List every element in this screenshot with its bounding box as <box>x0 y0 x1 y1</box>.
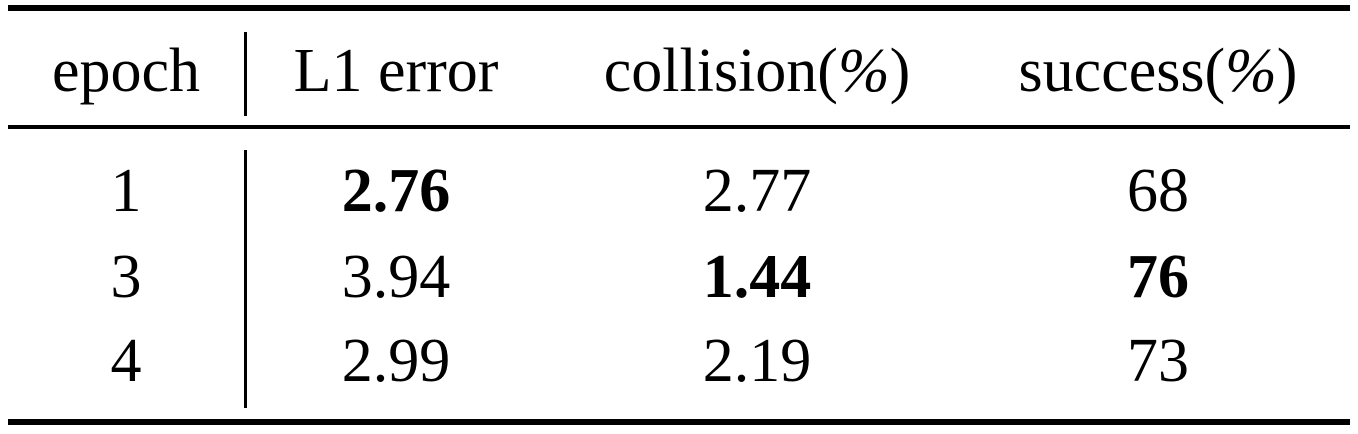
header-l1-error: L1 error <box>293 37 499 105</box>
row-1-collision: 2.77 <box>702 157 812 225</box>
row-1-success: 68 <box>1127 157 1189 225</box>
header-collision: collision(%) <box>604 40 911 102</box>
row-2-collision: 1.44 <box>702 243 812 311</box>
row-3-l1-error: 2.99 <box>341 327 451 395</box>
column-separator-header <box>244 32 247 116</box>
column-separator-body <box>244 150 247 408</box>
header-collision-percent: % <box>837 37 890 105</box>
row-3-success: 73 <box>1127 327 1189 395</box>
header-success-percent: % <box>1225 37 1277 105</box>
row-2-l1-error: 3.94 <box>341 243 451 311</box>
top-rule <box>8 5 1350 11</box>
header-collision-suffix: ) <box>889 37 911 105</box>
header-epoch: epoch <box>51 37 201 105</box>
header-success: success(%) <box>1019 40 1298 102</box>
header-success-prefix: success( <box>1018 37 1226 105</box>
row-3-epoch: 4 <box>110 327 142 395</box>
row-1-l1-error: 2.76 <box>341 157 451 225</box>
bottom-rule <box>8 419 1350 425</box>
row-3-collision: 2.19 <box>702 327 812 395</box>
header-rule <box>8 125 1350 129</box>
row-1-epoch: 1 <box>110 157 142 225</box>
row-2-epoch: 3 <box>110 243 142 311</box>
row-2-success: 76 <box>1127 243 1189 311</box>
header-success-suffix: ) <box>1276 37 1298 105</box>
header-collision-prefix: collision( <box>603 37 838 105</box>
